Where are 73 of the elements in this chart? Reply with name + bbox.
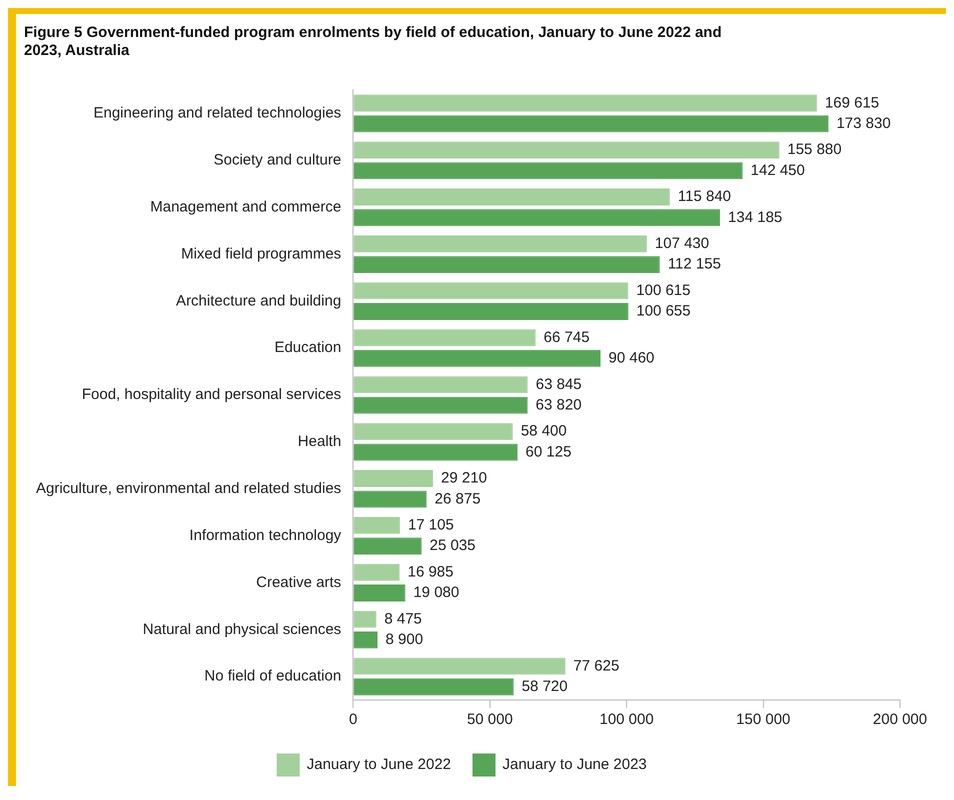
y-tick-label: Society and culture: [214, 152, 342, 169]
bar: [354, 282, 628, 300]
bar: [354, 564, 400, 581]
bar: [354, 376, 528, 394]
data-label: 63 820: [536, 396, 582, 414]
data-label: 17 105: [408, 516, 454, 534]
legend-label: January to June 2022: [306, 756, 452, 774]
bar: [354, 423, 513, 440]
bar: [354, 678, 514, 696]
data-label: 115 840: [678, 188, 732, 206]
y-tick-label: Agriculture, environmental and related studies: [36, 480, 342, 497]
data-label: 58 400: [520, 422, 567, 440]
data-label: 66 745: [544, 328, 590, 346]
y-tick-label: No field of education: [204, 668, 342, 685]
bar: [354, 516, 400, 534]
bar: [354, 538, 422, 555]
data-label: 26 875: [434, 490, 481, 508]
bar: [354, 470, 434, 487]
x-tick-label: 100 000: [599, 711, 654, 728]
data-label: 25 035: [430, 537, 476, 554]
data-label: 142 450: [750, 162, 805, 179]
data-label: 90 460: [608, 350, 654, 367]
bar: [354, 235, 647, 252]
bar: [354, 396, 528, 414]
x-tick-label: 200 000: [872, 711, 928, 728]
y-tick-label: Natural and physical sciences: [142, 620, 342, 638]
data-label: 134 185: [728, 208, 782, 226]
y-tick-label: Health: [298, 433, 342, 450]
y-tick-label: Education: [274, 339, 342, 356]
data-label: 19 080: [413, 584, 460, 602]
y-tick-label: Mixed field programmes: [181, 245, 342, 262]
data-label: 29 210: [441, 470, 487, 487]
data-label: 63 845: [536, 376, 582, 393]
x-tick-label: 150 000: [736, 711, 790, 728]
data-label: 8 475: [384, 610, 422, 628]
bar: [354, 142, 780, 159]
bar: [354, 584, 406, 602]
bar: [354, 209, 720, 226]
bar: [354, 610, 376, 628]
bar: [354, 188, 670, 206]
data-label: 112 155: [668, 256, 721, 273]
y-tick-label: Engineering and related technologies: [93, 104, 342, 122]
bar: [354, 329, 536, 346]
bar: [354, 444, 518, 461]
data-label: 16 985: [408, 564, 454, 581]
data-label: 8 900: [386, 631, 424, 648]
bar: [354, 115, 828, 132]
legend-label: January to June 2023: [502, 756, 647, 774]
data-label: 173 830: [836, 114, 891, 132]
x-tick-label: 50 000: [466, 711, 513, 728]
data-label: 100 615: [636, 282, 690, 299]
data-label: 100 655: [636, 302, 691, 320]
data-label: 77 625: [573, 657, 620, 674]
y-tick-label: Information technology: [189, 526, 342, 544]
y-tick-label: Food, hospitality and personal services: [82, 386, 342, 404]
data-label: 58 720: [522, 678, 568, 695]
bar: [354, 658, 566, 675]
data-label: 155 880: [787, 141, 842, 158]
data-label: 107 430: [654, 235, 710, 252]
y-tick-label: Creative arts: [256, 574, 342, 591]
y-tick-label: Management and commerce: [150, 198, 342, 216]
y-tick-label: Architecture and building: [176, 292, 342, 310]
x-tick-label: 0: [349, 711, 358, 728]
bar: [354, 256, 660, 274]
chart-title: Figure 5 Government-funded program enrolments by field of education, January to June 2022 and 2023, Australia: [24, 24, 722, 60]
bar: [354, 94, 817, 112]
bar: [354, 162, 743, 180]
data-label: 169 615: [824, 94, 880, 112]
bar: [354, 631, 378, 648]
bar: [354, 350, 600, 367]
bar: [354, 303, 628, 320]
bar: [354, 490, 427, 508]
data-label: 60 125: [526, 443, 572, 460]
